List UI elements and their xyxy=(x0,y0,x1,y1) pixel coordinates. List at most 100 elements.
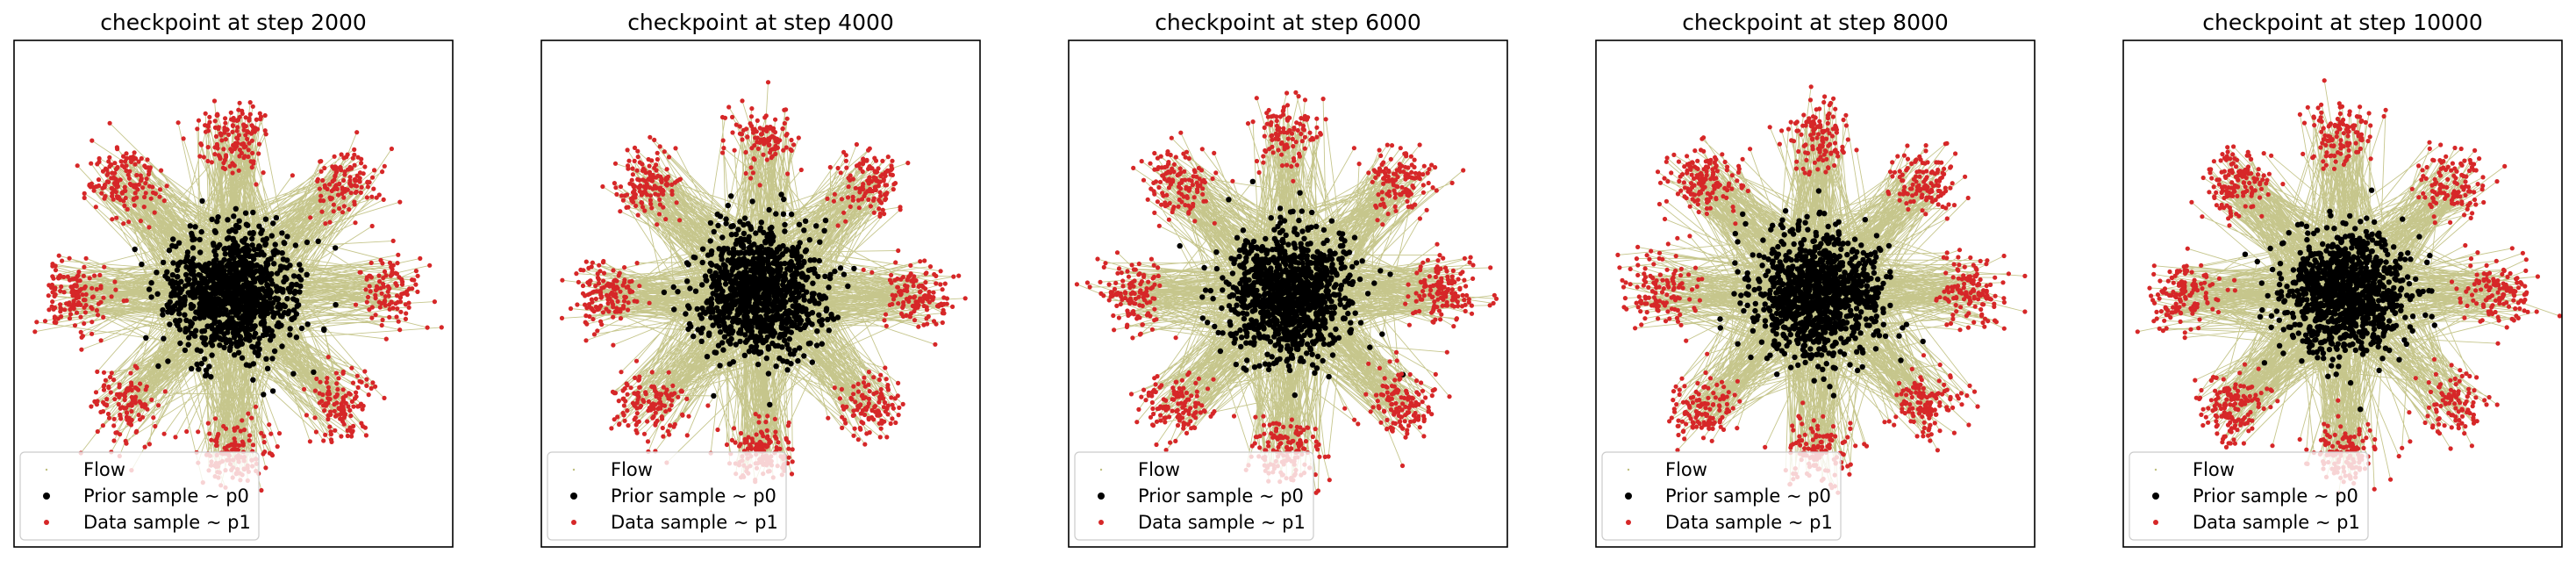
data-point xyxy=(113,287,118,292)
data-point xyxy=(652,165,657,170)
prior-point xyxy=(787,351,794,357)
prior-point xyxy=(165,309,171,315)
data-point xyxy=(223,137,228,142)
data-point xyxy=(851,392,856,397)
prior-point xyxy=(715,308,721,314)
data-point xyxy=(138,219,143,224)
data-point xyxy=(97,183,102,189)
prior-point xyxy=(769,284,776,291)
prior-point xyxy=(728,232,735,238)
data-point xyxy=(72,323,78,328)
data-point xyxy=(666,155,672,160)
prior-point xyxy=(1320,341,1327,347)
prior-point xyxy=(1327,332,1334,338)
prior-point xyxy=(1284,358,1290,364)
prior-point xyxy=(1359,258,1365,264)
prior-point xyxy=(720,305,727,311)
data-point xyxy=(885,403,891,408)
prior-point xyxy=(705,252,712,258)
prior-point xyxy=(176,327,183,333)
data-point xyxy=(394,271,399,277)
data-point xyxy=(763,420,769,425)
data-point xyxy=(373,313,378,318)
data-point xyxy=(756,420,762,425)
prior-point xyxy=(1199,315,1206,321)
data-point xyxy=(97,159,102,164)
prior-point xyxy=(694,306,700,313)
prior-point xyxy=(772,257,778,263)
data-point xyxy=(261,434,267,439)
data-point xyxy=(871,196,877,201)
data-point xyxy=(82,191,87,196)
data-point xyxy=(196,429,201,435)
prior-point xyxy=(737,219,743,225)
data-point xyxy=(743,170,748,176)
data-point xyxy=(835,165,841,171)
data-point xyxy=(387,306,392,312)
prior-point xyxy=(735,227,741,233)
data-point xyxy=(856,205,862,211)
data-point xyxy=(654,393,659,399)
data-point xyxy=(646,399,652,404)
data-point xyxy=(634,168,640,173)
data-point xyxy=(369,315,375,320)
data-point xyxy=(354,373,360,378)
data-point xyxy=(137,417,143,422)
data-point xyxy=(361,171,366,176)
data-point xyxy=(601,278,606,284)
data-point xyxy=(98,338,104,343)
data-point xyxy=(923,271,928,277)
data-point xyxy=(117,394,122,399)
data-point xyxy=(663,182,669,187)
data-point xyxy=(105,411,111,417)
data-point xyxy=(81,298,87,303)
data-point xyxy=(761,152,766,157)
data-point xyxy=(660,187,665,192)
data-point xyxy=(843,219,848,224)
prior-point xyxy=(1313,365,1320,371)
prior-point xyxy=(227,248,234,255)
prior-point xyxy=(216,320,223,326)
data-point xyxy=(97,155,102,162)
data-point xyxy=(137,399,142,404)
prior-point xyxy=(741,221,747,228)
prior-point xyxy=(789,291,795,298)
data-point xyxy=(918,289,923,294)
prior-point xyxy=(218,290,225,297)
data-point xyxy=(357,176,362,181)
data-point xyxy=(77,287,82,292)
prior-point xyxy=(699,246,706,252)
prior-point xyxy=(751,317,757,323)
data-point xyxy=(340,387,346,392)
prior-point xyxy=(779,294,786,301)
prior-point xyxy=(242,290,249,296)
prior-point xyxy=(258,313,264,319)
data-point xyxy=(333,184,338,190)
prior-point xyxy=(269,281,275,287)
data-point xyxy=(740,98,745,104)
prior-point xyxy=(217,260,223,266)
data-point xyxy=(575,302,580,307)
prior-point xyxy=(261,252,267,258)
data-point xyxy=(753,135,758,140)
data-point xyxy=(924,316,929,321)
prior-point xyxy=(1377,268,1384,274)
prior-point xyxy=(226,270,233,276)
data-point xyxy=(58,302,63,307)
prior-point xyxy=(798,263,805,270)
data-point xyxy=(330,164,335,169)
prior-point xyxy=(219,325,225,331)
data-point xyxy=(657,144,662,149)
data-point xyxy=(614,191,619,197)
prior-point xyxy=(283,276,290,283)
prior-point xyxy=(837,265,844,271)
data-point xyxy=(715,427,720,433)
data-point xyxy=(599,285,605,291)
data-point xyxy=(145,157,150,162)
prior-point xyxy=(773,363,779,370)
data-point xyxy=(737,443,742,449)
data-point xyxy=(649,205,655,211)
data-point xyxy=(851,433,856,438)
data-point xyxy=(861,182,866,187)
